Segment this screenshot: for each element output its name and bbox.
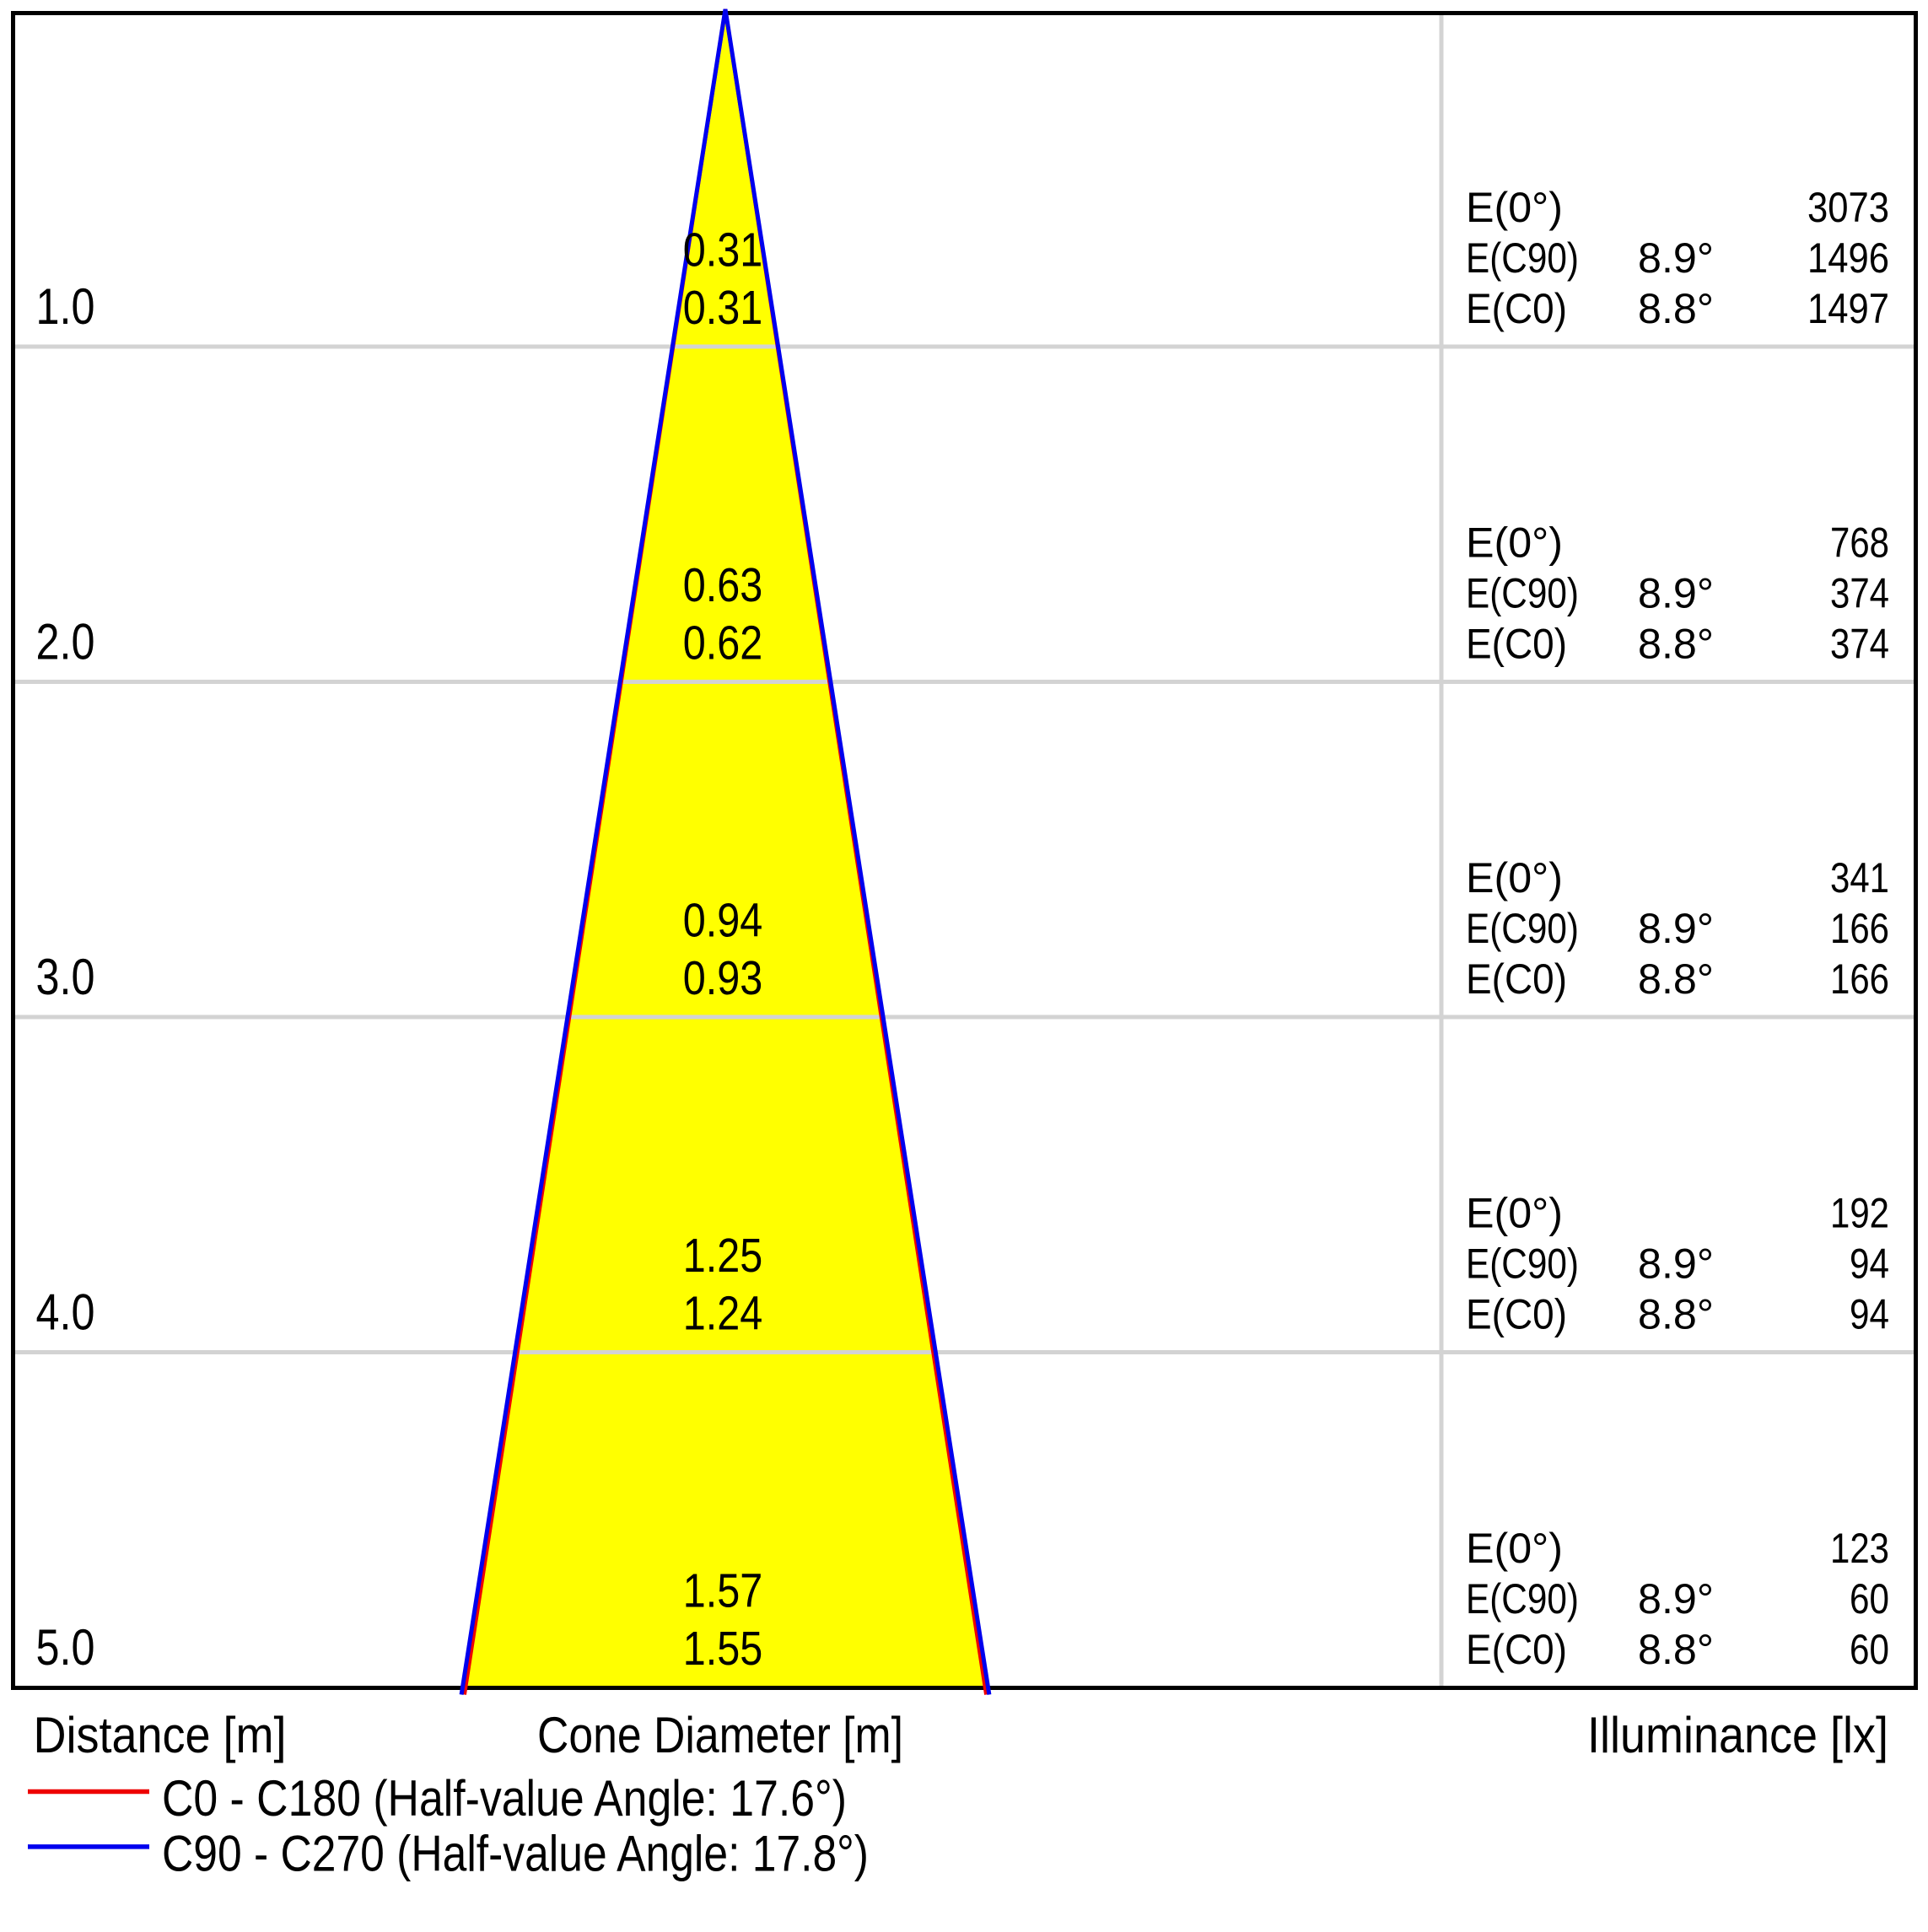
- svg-text:8.8°: 8.8°: [1638, 1626, 1714, 1673]
- svg-text:8.9°: 8.9°: [1638, 905, 1714, 952]
- svg-text:374: 374: [1830, 621, 1889, 668]
- svg-text:3.0: 3.0: [36, 949, 95, 1005]
- svg-text:1.55: 1.55: [683, 1622, 763, 1676]
- svg-text:60: 60: [1850, 1575, 1889, 1623]
- svg-text:E(0°): E(0°): [1466, 1190, 1563, 1237]
- svg-text:1.24: 1.24: [683, 1287, 763, 1341]
- svg-text:768: 768: [1830, 519, 1889, 567]
- svg-text:8.8°: 8.8°: [1638, 1291, 1714, 1338]
- svg-text:0.63: 0.63: [683, 558, 763, 612]
- svg-text:8.8°: 8.8°: [1638, 285, 1714, 332]
- svg-text:0.31: 0.31: [683, 281, 763, 335]
- svg-text:1.57: 1.57: [683, 1564, 763, 1618]
- svg-text:Distance [m]: Distance [m]: [34, 1707, 287, 1763]
- svg-text:0.93: 0.93: [683, 951, 763, 1005]
- svg-text:341: 341: [1830, 854, 1889, 901]
- svg-text:2.0: 2.0: [36, 614, 95, 670]
- svg-text:E(C0): E(C0): [1466, 1626, 1567, 1673]
- svg-text:E(C0): E(C0): [1466, 1291, 1567, 1338]
- svg-text:1.25: 1.25: [683, 1229, 763, 1283]
- svg-text:94: 94: [1850, 1291, 1889, 1338]
- svg-text:5.0: 5.0: [36, 1619, 95, 1676]
- svg-text:E(0°): E(0°): [1466, 519, 1563, 567]
- svg-text:3073: 3073: [1807, 184, 1889, 231]
- svg-text:E(C90): E(C90): [1466, 905, 1579, 952]
- svg-text:E(C90): E(C90): [1466, 570, 1579, 617]
- svg-text:123: 123: [1830, 1525, 1889, 1572]
- svg-text:192: 192: [1830, 1190, 1889, 1237]
- svg-text:0.31: 0.31: [683, 223, 763, 277]
- svg-text:8.8°: 8.8°: [1638, 955, 1714, 1003]
- svg-text:C90 - C270 (Half-value Angle:: C90 - C270 (Half-value Angle: 17.8°): [162, 1825, 869, 1881]
- svg-text:1497: 1497: [1807, 285, 1889, 332]
- svg-text:Illuminance [lx]: Illuminance [lx]: [1587, 1707, 1888, 1763]
- svg-text:166: 166: [1830, 955, 1889, 1003]
- svg-text:166: 166: [1830, 905, 1889, 952]
- svg-text:E(C90): E(C90): [1466, 234, 1579, 282]
- svg-text:1496: 1496: [1807, 234, 1889, 282]
- svg-text:E(0°): E(0°): [1466, 184, 1563, 231]
- svg-text:8.9°: 8.9°: [1638, 570, 1714, 617]
- svg-text:E(C0): E(C0): [1466, 285, 1567, 332]
- svg-text:0.94: 0.94: [683, 894, 763, 948]
- svg-text:374: 374: [1830, 570, 1889, 617]
- svg-text:8.9°: 8.9°: [1638, 234, 1714, 282]
- svg-text:8.9°: 8.9°: [1638, 1240, 1714, 1288]
- svg-text:E(0°): E(0°): [1466, 1525, 1563, 1572]
- svg-text:94: 94: [1850, 1240, 1889, 1288]
- svg-text:8.9°: 8.9°: [1638, 1575, 1714, 1623]
- svg-text:E(C0): E(C0): [1466, 621, 1567, 668]
- svg-text:E(C90): E(C90): [1466, 1240, 1579, 1288]
- svg-text:1.0: 1.0: [36, 278, 95, 335]
- svg-text:C0 - C180 (Half-value Angle: 1: C0 - C180 (Half-value Angle: 17.6°): [162, 1770, 847, 1827]
- svg-text:60: 60: [1850, 1626, 1889, 1673]
- svg-text:Cone Diameter [m]: Cone Diameter [m]: [537, 1707, 903, 1763]
- svg-text:E(0°): E(0°): [1466, 854, 1563, 901]
- svg-text:0.62: 0.62: [683, 616, 763, 670]
- svg-text:8.8°: 8.8°: [1638, 621, 1714, 668]
- svg-text:E(C90): E(C90): [1466, 1575, 1579, 1623]
- svg-text:4.0: 4.0: [36, 1284, 95, 1341]
- svg-text:E(C0): E(C0): [1466, 955, 1567, 1003]
